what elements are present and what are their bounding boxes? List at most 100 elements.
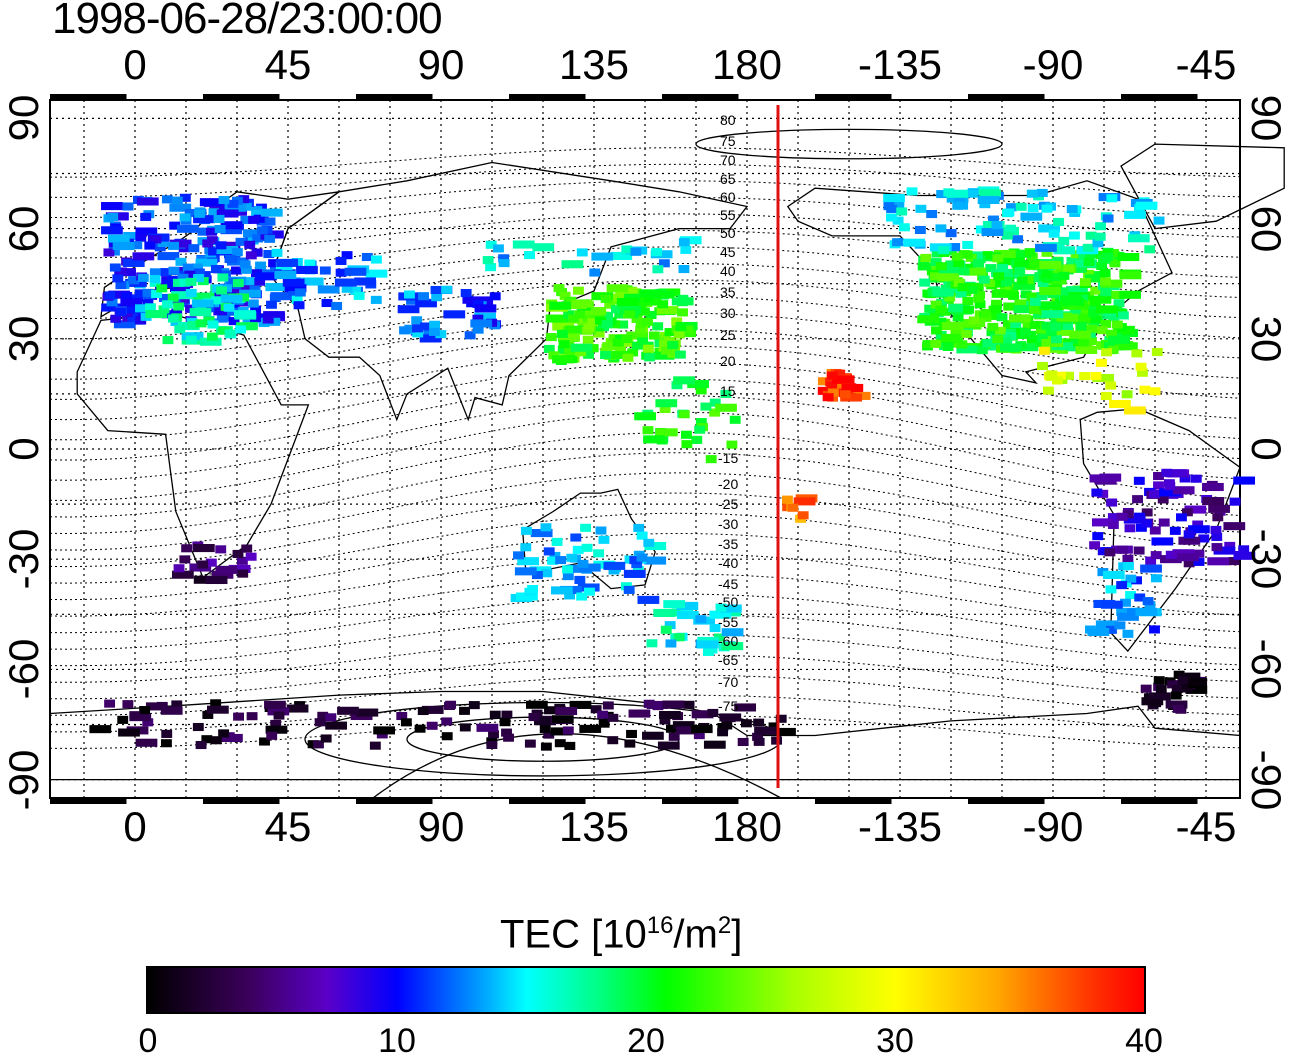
tec-cell xyxy=(1102,214,1114,223)
tec-cell xyxy=(997,264,1008,273)
tec-cell xyxy=(707,708,719,718)
contour-line xyxy=(49,492,1241,568)
tec-cell xyxy=(612,338,624,347)
tec-cell xyxy=(1179,474,1191,483)
tec-cell xyxy=(116,267,127,276)
tec-cell xyxy=(659,404,671,413)
tec-cell xyxy=(220,294,243,303)
tec-cell xyxy=(577,559,589,568)
tec-cell xyxy=(512,240,535,249)
tec-cell xyxy=(683,700,695,709)
tec-cell xyxy=(662,700,685,709)
tec-cell xyxy=(642,426,654,435)
tec-cell xyxy=(201,735,213,744)
tec-cell xyxy=(562,726,574,735)
tec-cell xyxy=(135,233,147,242)
tec-cell xyxy=(267,707,290,716)
tec-cell xyxy=(960,329,972,338)
tec-cell xyxy=(236,556,248,565)
tec-cell xyxy=(659,716,671,725)
tec-cell xyxy=(1088,308,1100,318)
tec-cell xyxy=(1039,301,1062,310)
tec-cell xyxy=(574,310,586,319)
tec-cell xyxy=(135,227,158,236)
longitude-label: -90 xyxy=(1022,803,1084,850)
tec-cell xyxy=(1133,476,1145,485)
tec-cell xyxy=(1096,358,1107,367)
tec-cell xyxy=(973,259,984,268)
tec-cell xyxy=(1106,329,1118,338)
tec-cell xyxy=(834,369,846,378)
tec-cell xyxy=(136,197,159,206)
tec-cell xyxy=(1100,391,1112,400)
tec-cell xyxy=(695,418,707,427)
tec-cell xyxy=(253,214,265,223)
tec-cell xyxy=(652,322,664,331)
tec-cell xyxy=(1024,248,1036,257)
tec-cell xyxy=(195,740,207,750)
coastline-africa xyxy=(76,312,310,579)
tec-cell xyxy=(235,237,247,246)
tec-cell xyxy=(411,316,423,325)
tec-cell xyxy=(251,209,263,218)
contour-label: 75 xyxy=(720,133,736,149)
tec-cell xyxy=(189,308,212,317)
tec-cell xyxy=(335,268,347,277)
tec-cell xyxy=(149,268,161,277)
frame-tick-bar xyxy=(662,798,739,804)
tec-cell xyxy=(193,268,205,277)
tec-cell xyxy=(443,310,466,319)
contour-line xyxy=(49,163,1241,198)
tec-cell xyxy=(1042,386,1054,395)
tec-cell xyxy=(695,615,707,624)
tec-cell xyxy=(604,300,616,309)
tec-cell xyxy=(595,526,607,535)
tec-cell xyxy=(1135,523,1147,532)
tec-cell xyxy=(503,733,514,742)
tec-cell xyxy=(676,610,699,620)
tec-cell xyxy=(459,723,471,732)
tec-cell xyxy=(590,705,602,714)
tec-cell xyxy=(255,313,267,322)
tec-cell xyxy=(1096,261,1108,270)
latitude-label: 0 xyxy=(1243,437,1290,461)
tec-cell xyxy=(216,209,239,218)
tec-cell xyxy=(524,739,536,748)
tec-cell xyxy=(656,306,679,315)
tec-cell xyxy=(1066,256,1078,266)
tec-cell xyxy=(1089,474,1101,483)
tec-cell xyxy=(441,285,453,294)
tec-cell xyxy=(1015,202,1027,211)
tec-cell xyxy=(470,319,493,328)
tec-cell xyxy=(459,706,470,715)
tec-cell xyxy=(468,701,480,710)
tec-cell xyxy=(677,308,688,317)
tec-cell xyxy=(107,212,119,222)
tec-cell xyxy=(1097,254,1109,263)
tec-cell xyxy=(1035,326,1047,335)
contour-line xyxy=(49,633,1241,683)
tec-cell xyxy=(103,248,115,257)
tec-cell xyxy=(501,728,512,737)
tec-cell xyxy=(220,226,243,235)
tec-cell xyxy=(213,214,225,223)
tec-cell xyxy=(460,289,472,298)
tec-cell xyxy=(224,329,236,338)
tec-cell xyxy=(1107,345,1119,354)
tec-cell xyxy=(1069,330,1091,339)
tec-cell xyxy=(1036,292,1048,301)
tec-cell xyxy=(1224,541,1236,550)
contour-line xyxy=(49,213,1241,259)
tec-cell xyxy=(1002,320,1014,329)
tec-cell xyxy=(826,371,838,380)
tec-cell xyxy=(1038,346,1050,355)
tec-cell xyxy=(721,642,744,651)
contour-label: -50 xyxy=(718,594,738,610)
tec-cell xyxy=(104,699,116,708)
tec-cell xyxy=(741,719,752,728)
tec-cell xyxy=(996,313,1008,322)
tec-cell xyxy=(286,704,309,713)
tec-cell xyxy=(609,350,632,359)
tec-cell xyxy=(644,541,667,551)
tec-cell xyxy=(1117,252,1140,262)
